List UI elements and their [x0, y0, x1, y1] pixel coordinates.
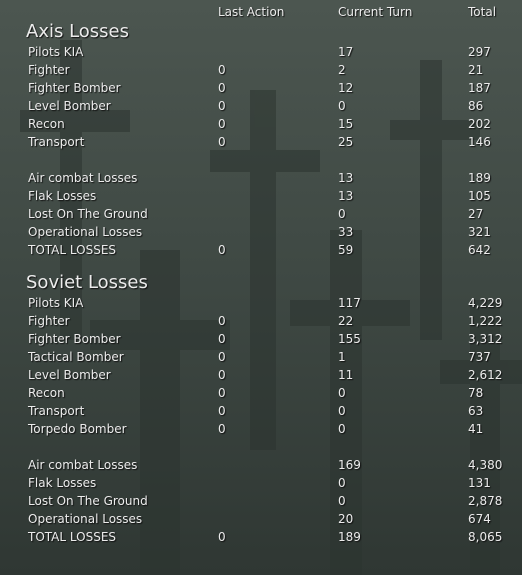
row-label: Pilots KIA	[28, 45, 84, 59]
total: 78	[468, 386, 484, 400]
total: 27	[468, 207, 484, 221]
total: 202	[468, 117, 491, 131]
last-action: 0	[218, 386, 226, 400]
section-title: Axis Losses	[26, 21, 129, 42]
total: 297	[468, 45, 491, 59]
current-turn: 0	[338, 476, 346, 490]
current-turn: 117	[338, 296, 361, 310]
last-action: 0	[218, 81, 226, 95]
row-label: Recon	[28, 117, 65, 131]
current-turn: 0	[338, 207, 346, 221]
current-turn: 0	[338, 99, 346, 113]
row-label: Air combat Losses	[28, 171, 138, 185]
row-label: Flak Losses	[28, 189, 97, 203]
total: 674	[468, 512, 491, 526]
last-action: 0	[218, 135, 226, 149]
last-action: 0	[218, 117, 226, 131]
current-turn: 13	[338, 171, 354, 185]
total: 189	[468, 171, 491, 185]
total: 63	[468, 404, 484, 418]
total: 131	[468, 476, 491, 490]
total: 8,065	[468, 530, 503, 544]
total: 41	[468, 422, 484, 436]
total: 187	[468, 81, 491, 95]
last-action: 0	[218, 99, 226, 113]
current-turn: 25	[338, 135, 354, 149]
row-label: Operational Losses	[28, 225, 143, 239]
section-title: Soviet Losses	[26, 272, 148, 293]
current-turn: 0	[338, 494, 346, 508]
column-header: Total	[468, 5, 497, 19]
row-label: TOTAL LOSSES	[28, 530, 117, 544]
row-label: Air combat Losses	[28, 458, 138, 472]
total: 642	[468, 243, 491, 257]
total: 2,878	[468, 494, 503, 508]
total: 4,380	[468, 458, 503, 472]
row-label: Level Bomber	[28, 99, 111, 113]
total: 21	[468, 63, 484, 77]
row-label: TOTAL LOSSES	[28, 243, 117, 257]
total: 86	[468, 99, 484, 113]
current-turn: 189	[338, 530, 361, 544]
column-header: Last Action	[218, 5, 285, 19]
last-action: 0	[218, 243, 226, 257]
row-label: Operational Losses	[28, 512, 143, 526]
current-turn: 11	[338, 368, 354, 382]
row-label: Transport	[28, 404, 85, 418]
last-action: 0	[218, 350, 226, 364]
current-turn: 169	[338, 458, 361, 472]
total: 4,229	[468, 296, 503, 310]
current-turn: 33	[338, 225, 354, 239]
last-action: 0	[218, 422, 226, 436]
row-label: Fighter	[28, 63, 70, 77]
row-label: Tactical Bomber	[28, 350, 124, 364]
current-turn: 1	[338, 350, 346, 364]
total: 146	[468, 135, 491, 149]
row-label: Recon	[28, 386, 65, 400]
total: 3,312	[468, 332, 503, 346]
current-turn: 59	[338, 243, 354, 257]
last-action: 0	[218, 530, 226, 544]
total: 2,612	[468, 368, 503, 382]
total: 105	[468, 189, 491, 203]
total: 321	[468, 225, 491, 239]
last-action: 0	[218, 404, 226, 418]
current-turn: 12	[338, 81, 354, 95]
row-label: Lost On The Ground	[28, 494, 148, 508]
current-turn: 20	[338, 512, 354, 526]
row-label: Fighter Bomber	[28, 81, 121, 95]
current-turn: 155	[338, 332, 361, 346]
current-turn: 0	[338, 422, 346, 436]
total: 737	[468, 350, 491, 364]
column-header: Current Turn	[338, 5, 413, 19]
current-turn: 17	[338, 45, 354, 59]
total: 1,222	[468, 314, 503, 328]
row-label: Transport	[28, 135, 85, 149]
last-action: 0	[218, 314, 226, 328]
current-turn: 0	[338, 386, 346, 400]
row-label: Pilots KIA	[28, 296, 84, 310]
current-turn: 2	[338, 63, 346, 77]
current-turn: 22	[338, 314, 354, 328]
row-label: Fighter Bomber	[28, 332, 121, 346]
current-turn: 0	[338, 404, 346, 418]
row-label: Lost On The Ground	[28, 207, 148, 221]
row-label: Fighter	[28, 314, 70, 328]
last-action: 0	[218, 368, 226, 382]
last-action: 0	[218, 332, 226, 346]
last-action: 0	[218, 63, 226, 77]
current-turn: 13	[338, 189, 354, 203]
row-label: Torpedo Bomber	[28, 422, 127, 436]
row-label: Flak Losses	[28, 476, 97, 490]
row-label: Level Bomber	[28, 368, 111, 382]
current-turn: 15	[338, 117, 354, 131]
